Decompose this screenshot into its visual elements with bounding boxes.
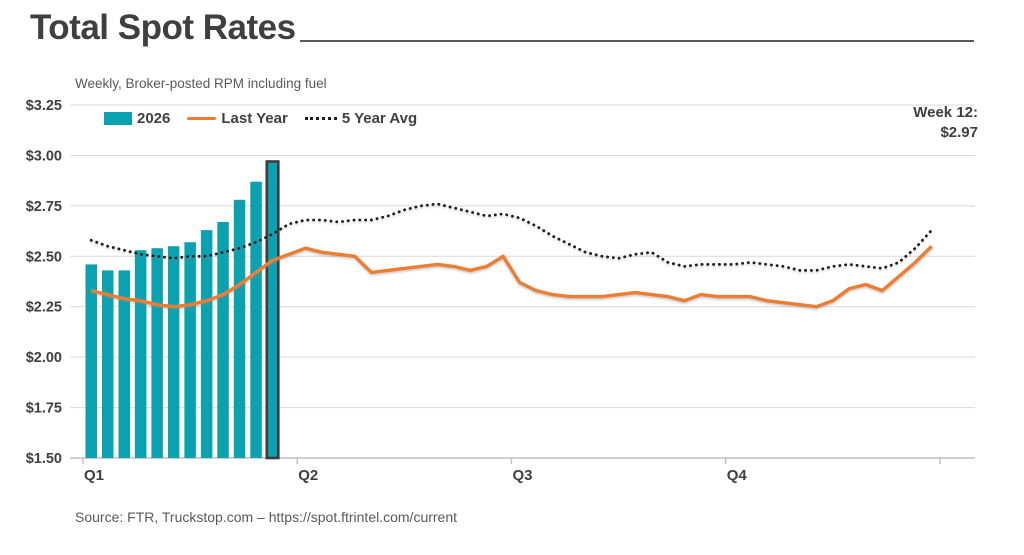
- annotation-week: Week 12:: [913, 104, 978, 121]
- legend-item-5-year-avg[interactable]: 5 Year Avg: [304, 110, 418, 127]
- y-axis-label: $3.25: [26, 98, 62, 114]
- line-swatch-icon: [187, 116, 217, 121]
- legend-item-last-year[interactable]: Last Year: [187, 110, 288, 127]
- chart-legend: 2026 Last Year 5 Year Avg: [104, 110, 417, 127]
- bar-week-12[interactable]: [265, 160, 280, 460]
- title-underline: [299, 40, 974, 42]
- legend-item-2026[interactable]: 2026: [104, 110, 170, 127]
- bar-week-8[interactable]: [200, 230, 213, 458]
- y-axis-label: $3.00: [26, 148, 62, 164]
- bar-week-11[interactable]: [250, 181, 262, 458]
- page-title: Total Spot Rates: [30, 8, 296, 47]
- x-axis-label: Q4: [727, 467, 748, 484]
- y-axis-label: $1.75: [26, 401, 62, 417]
- x-axis-label: Q2: [298, 467, 318, 484]
- source-text: Source: FTR, Truckstop.com – https://spo…: [75, 509, 458, 525]
- chart-subtitle: Weekly, Broker-posted RPM including fuel: [75, 76, 327, 91]
- y-axis-label: $2.00: [26, 350, 62, 366]
- y-axis-label: $1.50: [26, 451, 62, 467]
- bar-week-6[interactable]: [167, 246, 180, 458]
- bar-week-3[interactable]: [118, 270, 131, 458]
- x-axis-label: Q1: [84, 467, 104, 484]
- y-axis-label: $2.50: [26, 249, 62, 265]
- bar-week-7[interactable]: [184, 242, 196, 458]
- y-axis-label: $2.75: [26, 199, 62, 215]
- bar-week-10[interactable]: [233, 199, 246, 459]
- x-axis-label: Q3: [512, 467, 532, 484]
- legend-label: 2026: [137, 110, 171, 127]
- bar-week-2[interactable]: [102, 270, 114, 458]
- last-year-line: [90, 244, 933, 309]
- bar-week-9[interactable]: [217, 222, 229, 458]
- y-axis-label: $2.25: [26, 300, 62, 316]
- title-row: Total Spot Rates: [30, 10, 974, 45]
- week-12-annotation: Week 12: $2.97: [913, 103, 978, 143]
- five-year-avg-line: [89, 202, 934, 272]
- bar-week-1[interactable]: [85, 264, 98, 458]
- dotted-swatch-icon: [304, 117, 337, 120]
- legend-label: Last Year: [221, 110, 288, 127]
- bar-swatch-icon: [104, 112, 132, 125]
- bar-week-5[interactable]: [151, 248, 163, 458]
- legend-label: 5 Year Avg: [341, 110, 418, 127]
- annotation-value: $2.97: [940, 124, 978, 141]
- bar-week-4[interactable]: [134, 250, 147, 458]
